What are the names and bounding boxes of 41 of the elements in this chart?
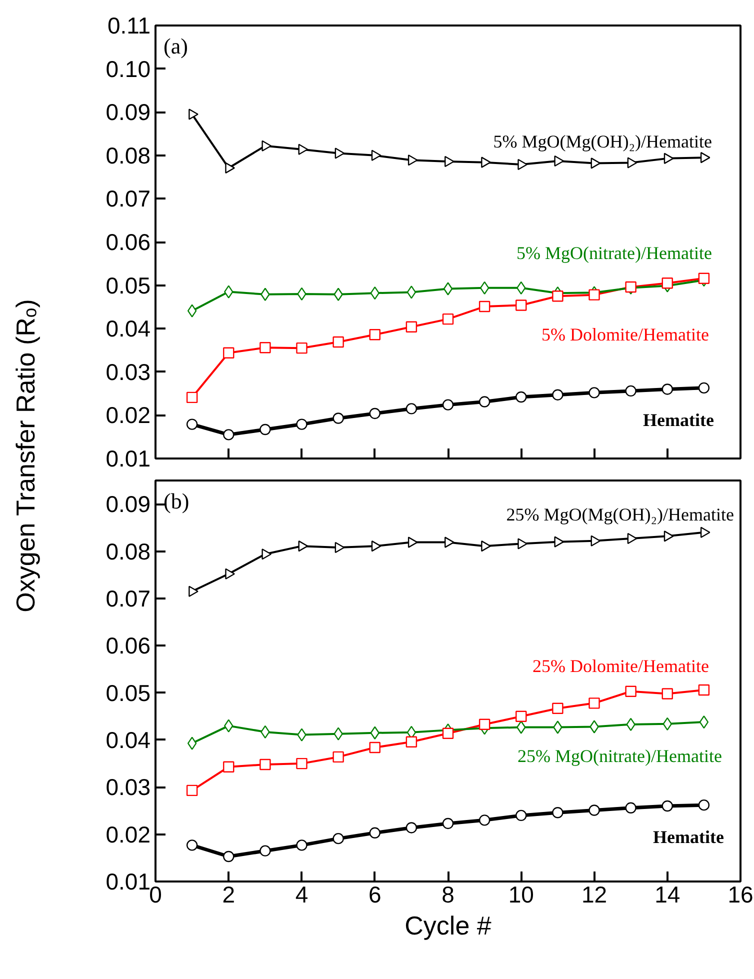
x-tick-label: 14 — [654, 882, 680, 908]
y-tick-label: 0.05 — [106, 272, 150, 298]
y-tick-label: 0.04 — [106, 726, 151, 753]
y-tick-label: 0.09 — [106, 99, 150, 126]
y-tick-label: 0.08 — [106, 142, 150, 168]
y-tick-label: 0.09 — [106, 491, 150, 518]
series-label: 5% MgO(Mg(OH)₂)/Hematite — [493, 132, 712, 152]
series-label: 5% Dolomite/Hematite — [541, 324, 709, 344]
y-tick-label: 0.06 — [106, 632, 150, 659]
y-tick-label: 0.03 — [106, 774, 150, 800]
series-label: Hematite — [652, 827, 724, 848]
y-tick-label: 0.05 — [106, 680, 150, 706]
x-tick-label: 2 — [222, 882, 236, 908]
y-tick-label: 0.06 — [106, 229, 150, 255]
x-tick-label: 6 — [368, 882, 382, 908]
x-tick-label: 12 — [581, 882, 608, 908]
y-tick-label: 0.01 — [106, 446, 150, 472]
series-label: 25% Dolomite/Hematite — [532, 656, 709, 676]
x-tick-label: 10 — [508, 882, 534, 908]
x-tick-label: 0 — [149, 882, 162, 908]
y-tick-label: 0.11 — [107, 12, 151, 38]
y-tick-label: 0.07 — [106, 585, 150, 612]
y-axis-title: Oxygen Transfer Ratio (Rₒ) — [10, 299, 40, 612]
y-tick-label: 0.08 — [106, 538, 150, 564]
x-tick-label: 4 — [295, 882, 308, 908]
series-label: Hematite — [642, 410, 714, 430]
x-tick-label: 16 — [728, 882, 754, 908]
series-label: 25% MgO(nitrate)/Hematite — [518, 746, 722, 766]
y-tick-label: 0.02 — [106, 821, 150, 848]
y-tick-label: 0.10 — [106, 56, 150, 82]
y-tick-label: 0.04 — [106, 316, 151, 342]
y-tick-label: 0.03 — [106, 358, 150, 385]
y-tick-label: 0.07 — [106, 186, 150, 212]
series-label: 25% MgO(Mg(OH)₂)/Hematite — [506, 504, 734, 524]
annotation: (b) — [164, 488, 190, 514]
series-label: 5% MgO(nitrate)/Hematite — [516, 243, 712, 264]
y-tick-label: 0.01 — [106, 868, 150, 894]
x-tick-label: 8 — [442, 882, 454, 908]
y-tick-label: 0.02 — [106, 402, 150, 428]
annotation: (a) — [164, 34, 188, 58]
x-axis-title: Cycle # — [404, 910, 492, 940]
